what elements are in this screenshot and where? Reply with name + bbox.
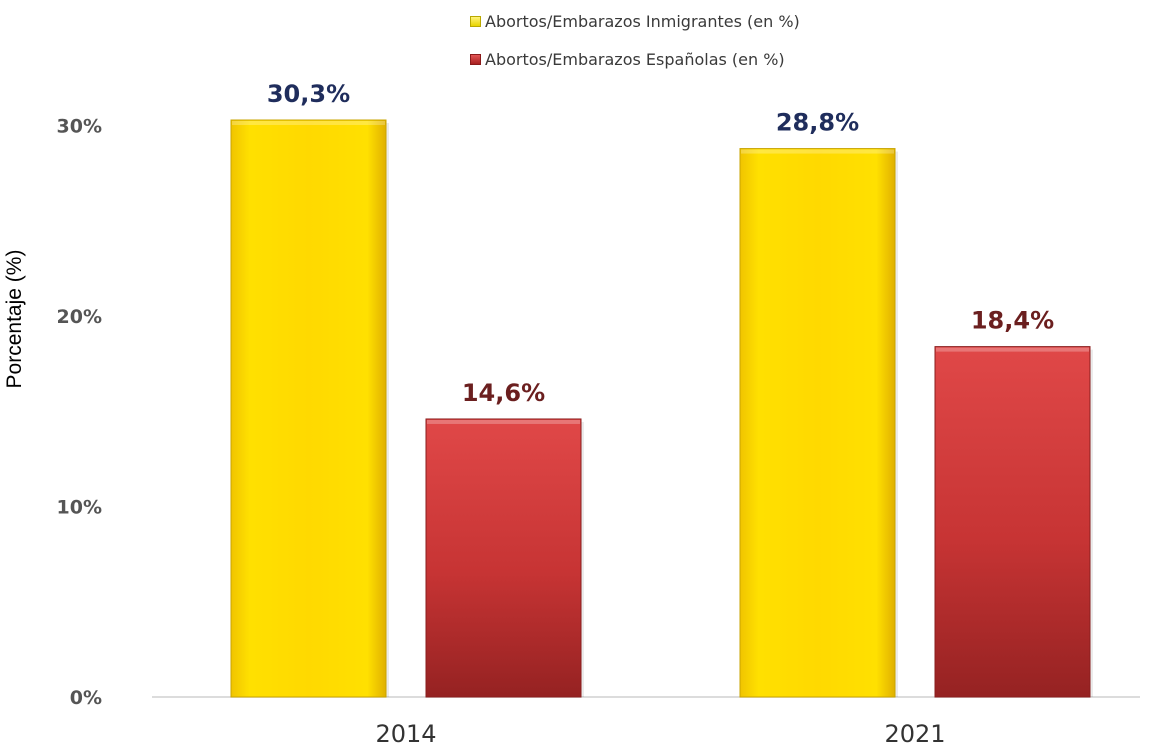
- y-tick-label: 20%: [57, 306, 102, 328]
- bar-2014-series-1: [425, 418, 582, 698]
- y-tick-label: 10%: [57, 497, 102, 519]
- chart-legend: Abortos/Embarazos Inmigrantes (en %) Abo…: [470, 10, 800, 86]
- x-tick-label: 2021: [884, 720, 945, 748]
- bar-2021-series-0: [739, 148, 896, 698]
- y-tick-label: 30%: [57, 116, 102, 138]
- legend-swatch-yellow: [470, 15, 481, 27]
- data-label: 30,3%: [267, 80, 350, 108]
- legend-label-inmigrantes: Abortos/Embarazos Inmigrantes (en %): [485, 11, 800, 31]
- bar-highlight: [936, 347, 1089, 352]
- legend-label-espanolas: Abortos/Embarazos Españolas (en %): [485, 49, 785, 69]
- x-tick-label: 2014: [375, 720, 436, 748]
- data-label: 28,8%: [776, 109, 859, 137]
- data-label: 14,6%: [462, 379, 545, 407]
- legend-swatch-red: [470, 53, 481, 65]
- data-label: 18,4%: [971, 307, 1054, 335]
- legend-item-inmigrantes: Abortos/Embarazos Inmigrantes (en %): [470, 10, 800, 32]
- y-tick-label: 0%: [70, 687, 102, 709]
- bar-highlight: [741, 149, 894, 154]
- bar-2021-series-1: [934, 346, 1091, 698]
- bar-2014-series-0: [230, 119, 387, 698]
- legend-item-espanolas: Abortos/Embarazos Españolas (en %): [470, 48, 800, 70]
- bar-highlight: [232, 121, 385, 125]
- bar-highlight: [427, 419, 580, 424]
